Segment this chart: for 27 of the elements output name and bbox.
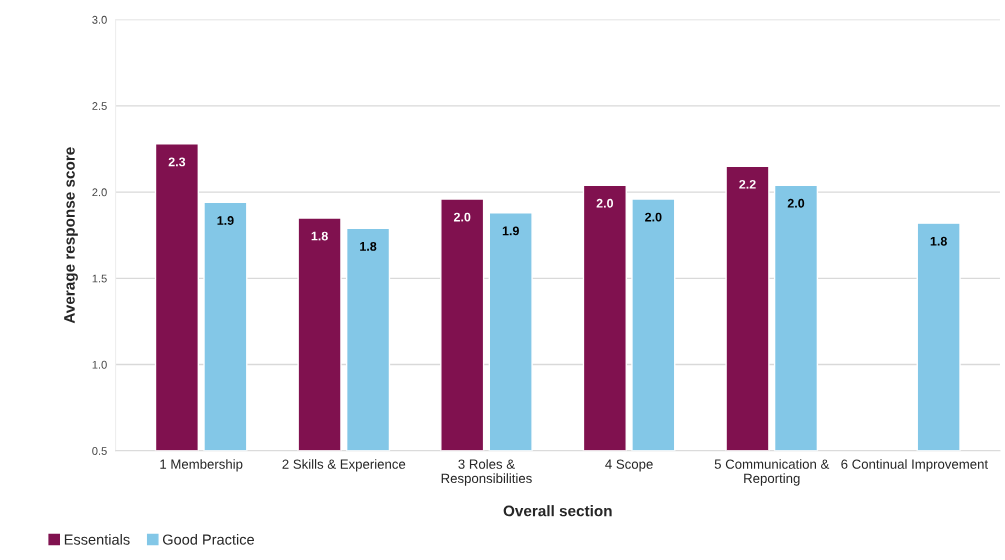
- y-tick-label: 1.0: [92, 360, 107, 369]
- legend-label: Good Practice: [162, 534, 254, 545]
- data-label: 2.0: [787, 198, 805, 208]
- x-tick-label: 2 Skills & Experience: [282, 459, 406, 472]
- data-label: 2.0: [645, 212, 662, 222]
- data-label: 2.0: [596, 198, 614, 208]
- x-axis-title: Overall section: [503, 505, 612, 517]
- x-tick-label: 3 Roles & Responsibilities: [441, 459, 532, 486]
- data-label: 1.8: [311, 231, 328, 241]
- data-label: 2.2: [739, 179, 756, 189]
- x-tick-label: 5 Communication & Reporting: [714, 459, 830, 486]
- data-label: 1.8: [930, 236, 947, 246]
- data-label: 1.8: [360, 241, 377, 251]
- data-label: 2.0: [453, 212, 471, 222]
- x-tick-label: 1 Membership: [160, 459, 243, 472]
- y-tick-label: 2.0: [92, 188, 107, 197]
- y-tick-label: 2.5: [92, 102, 107, 110]
- x-tick-label: 6 Continual Improvement: [841, 459, 988, 472]
- legend-label: Essentials: [64, 534, 130, 545]
- data-label: 1.9: [217, 216, 234, 225]
- data-label: 1.9: [502, 226, 519, 236]
- y-tick-label: 3.0: [92, 15, 107, 24]
- y-axis-title: Average response score: [64, 147, 78, 324]
- x-tick-label: 4 Scope: [605, 459, 653, 472]
- y-tick-label: 0.5: [92, 447, 107, 455]
- y-tick-label: 1.5: [92, 274, 107, 283]
- data-label: 2.3: [168, 157, 186, 167]
